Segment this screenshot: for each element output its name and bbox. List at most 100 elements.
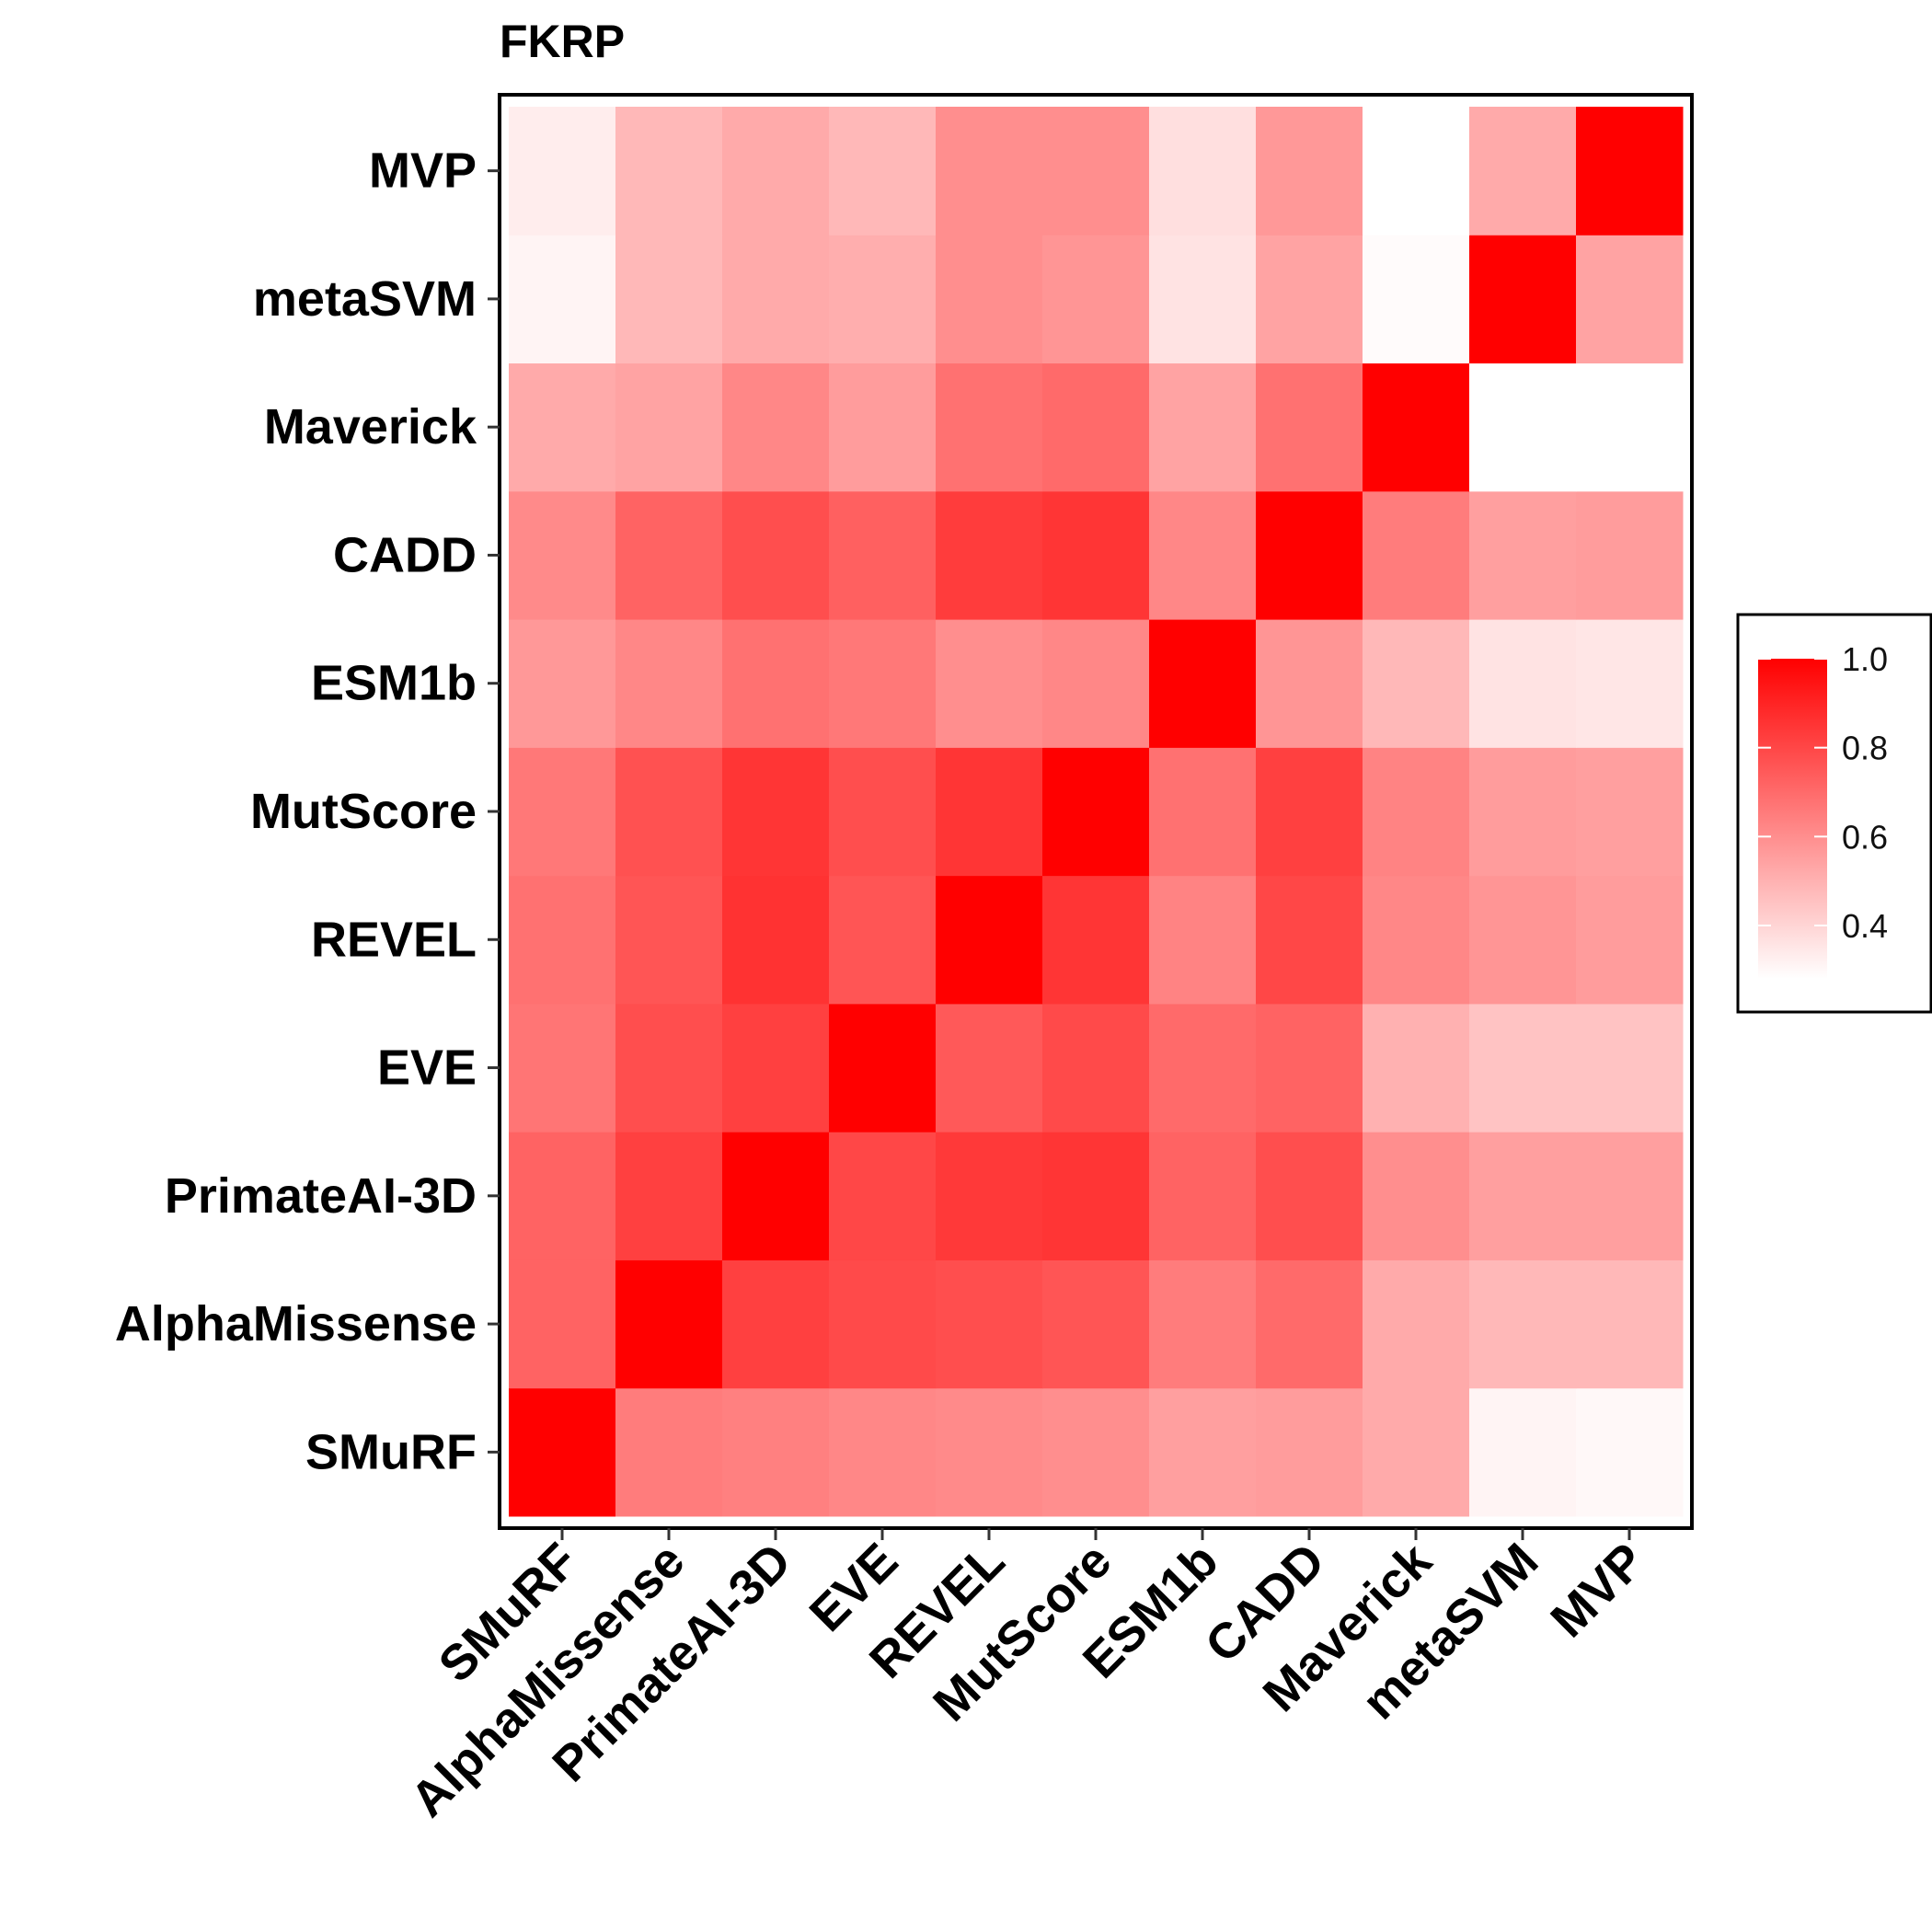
cell-AlphaMissense-Maverick [1363, 1259, 1470, 1389]
y-tick-label: EVE [377, 1041, 477, 1096]
cell-CADD-EVE [829, 490, 937, 620]
cell-EVE-ESM1b [1149, 1003, 1257, 1133]
cell-metaSVM-ESM1b [1149, 235, 1257, 364]
cell-PrimateAI-3D-ESM1b [1149, 1132, 1257, 1260]
cell-EVE-CADD [1256, 1003, 1363, 1133]
cell-PrimateAI-3D-PrimateAI-3D [722, 1132, 830, 1260]
cell-REVEL-ESM1b [1149, 875, 1257, 1005]
cell-Maverick-ESM1b [1149, 362, 1257, 492]
cell-REVEL-EVE [829, 875, 937, 1005]
cell-ESM1b-PrimateAI-3D [722, 619, 830, 748]
cell-SMuRF-EVE [829, 1387, 937, 1517]
cell-CADD-MVP [1576, 490, 1684, 620]
cell-SMuRF-MutScore [1042, 1387, 1150, 1517]
cell-SMuRF-REVEL [936, 1387, 1043, 1517]
cell-SMuRF-MVP [1576, 1387, 1684, 1517]
cell-ESM1b-metaSVM [1469, 619, 1577, 748]
cell-MutScore-PrimateAI-3D [722, 747, 830, 877]
y-tick-label: SMuRF [305, 1424, 477, 1479]
cell-REVEL-metaSVM [1469, 875, 1577, 1005]
cell-REVEL-Maverick [1363, 875, 1470, 1005]
cell-ESM1b-AlphaMissense [615, 619, 723, 748]
cell-AlphaMissense-MVP [1576, 1259, 1684, 1389]
cell-CADD-SMuRF [509, 490, 616, 620]
cell-AlphaMissense-MutScore [1042, 1259, 1150, 1389]
cell-EVE-Maverick [1363, 1003, 1470, 1133]
cell-MutScore-CADD [1256, 747, 1363, 877]
cell-ESM1b-REVEL [936, 619, 1043, 748]
cell-metaSVM-PrimateAI-3D [722, 235, 830, 364]
cell-PrimateAI-3D-MutScore [1042, 1132, 1150, 1260]
legend-tick-label: 1.0 [1842, 640, 1888, 678]
cell-AlphaMissense-metaSVM [1469, 1259, 1577, 1389]
cell-MVP-Maverick [1363, 107, 1470, 236]
cell-MutScore-REVEL [936, 747, 1043, 877]
cell-MVP-MVP [1576, 107, 1684, 236]
x-axis: SMuRFAlphaMissensePrimateAI-3DEVEREVELMu… [400, 1528, 1655, 1827]
cell-CADD-metaSVM [1469, 490, 1577, 620]
cell-CADD-CADD [1256, 490, 1363, 620]
cell-REVEL-MutScore [1042, 875, 1150, 1005]
cell-MVP-MutScore [1042, 107, 1150, 236]
cell-Maverick-SMuRF [509, 362, 616, 492]
chart-title: FKRP [500, 16, 625, 67]
legend-tick-label: 0.8 [1842, 730, 1888, 767]
y-tick-label: CADD [333, 527, 477, 582]
cell-PrimateAI-3D-AlphaMissense [615, 1132, 723, 1260]
cell-MutScore-metaSVM [1469, 747, 1577, 877]
cell-AlphaMissense-EVE [829, 1259, 937, 1389]
cell-EVE-PrimateAI-3D [722, 1003, 830, 1133]
cell-metaSVM-MVP [1576, 235, 1684, 364]
cell-MutScore-ESM1b [1149, 747, 1257, 877]
cell-EVE-SMuRF [509, 1003, 616, 1133]
cell-Maverick-MutScore [1042, 362, 1150, 492]
cell-AlphaMissense-PrimateAI-3D [722, 1259, 830, 1389]
cell-PrimateAI-3D-metaSVM [1469, 1132, 1577, 1260]
cell-AlphaMissense-CADD [1256, 1259, 1363, 1389]
cell-SMuRF-CADD [1256, 1387, 1363, 1517]
cell-metaSVM-REVEL [936, 235, 1043, 364]
color-legend: 0.4 0.6 0.8 1.0 [1736, 613, 1932, 1014]
cell-SMuRF-metaSVM [1469, 1387, 1577, 1517]
y-tick-label: PrimateAI-3D [165, 1168, 477, 1224]
y-tick-label: Maverick [264, 399, 477, 454]
cell-PrimateAI-3D-MVP [1576, 1132, 1684, 1260]
cell-metaSVM-Maverick [1363, 235, 1470, 364]
cell-EVE-AlphaMissense [615, 1003, 723, 1133]
cell-metaSVM-metaSVM [1469, 235, 1577, 364]
legend-colorbar [1758, 659, 1827, 979]
cell-ESM1b-Maverick [1363, 619, 1470, 748]
cell-EVE-EVE [829, 1003, 937, 1133]
cell-PrimateAI-3D-REVEL [936, 1132, 1043, 1260]
cell-ESM1b-MutScore [1042, 619, 1150, 748]
cell-EVE-metaSVM [1469, 1003, 1577, 1133]
cell-metaSVM-AlphaMissense [615, 235, 723, 364]
y-tick-label: ESM1b [311, 656, 477, 711]
cell-MVP-metaSVM [1469, 107, 1577, 236]
cell-MVP-SMuRF [509, 107, 616, 236]
cell-ESM1b-CADD [1256, 619, 1363, 748]
cell-MVP-AlphaMissense [615, 107, 723, 236]
y-tick-label: metaSVM [253, 271, 477, 327]
legend-tick-label: 0.4 [1842, 907, 1888, 945]
cell-MutScore-SMuRF [509, 747, 616, 877]
cell-MutScore-AlphaMissense [615, 747, 723, 877]
cell-AlphaMissense-SMuRF [509, 1259, 616, 1389]
y-tick-label: MutScore [250, 784, 477, 839]
cell-ESM1b-SMuRF [509, 619, 616, 748]
cell-SMuRF-Maverick [1363, 1387, 1470, 1517]
cell-PrimateAI-3D-Maverick [1363, 1132, 1470, 1260]
cell-EVE-REVEL [936, 1003, 1043, 1133]
cell-REVEL-PrimateAI-3D [722, 875, 830, 1005]
cell-REVEL-CADD [1256, 875, 1363, 1005]
cell-SMuRF-ESM1b [1149, 1387, 1257, 1517]
cell-MVP-REVEL [936, 107, 1043, 236]
cell-SMuRF-AlphaMissense [615, 1387, 723, 1517]
cell-Maverick-metaSVM [1469, 362, 1577, 492]
cell-Maverick-REVEL [936, 362, 1043, 492]
cell-metaSVM-MutScore [1042, 235, 1150, 364]
cell-CADD-PrimateAI-3D [722, 490, 830, 620]
cell-CADD-MutScore [1042, 490, 1150, 620]
legend-tick-label: 0.6 [1842, 818, 1888, 856]
cell-ESM1b-EVE [829, 619, 937, 748]
